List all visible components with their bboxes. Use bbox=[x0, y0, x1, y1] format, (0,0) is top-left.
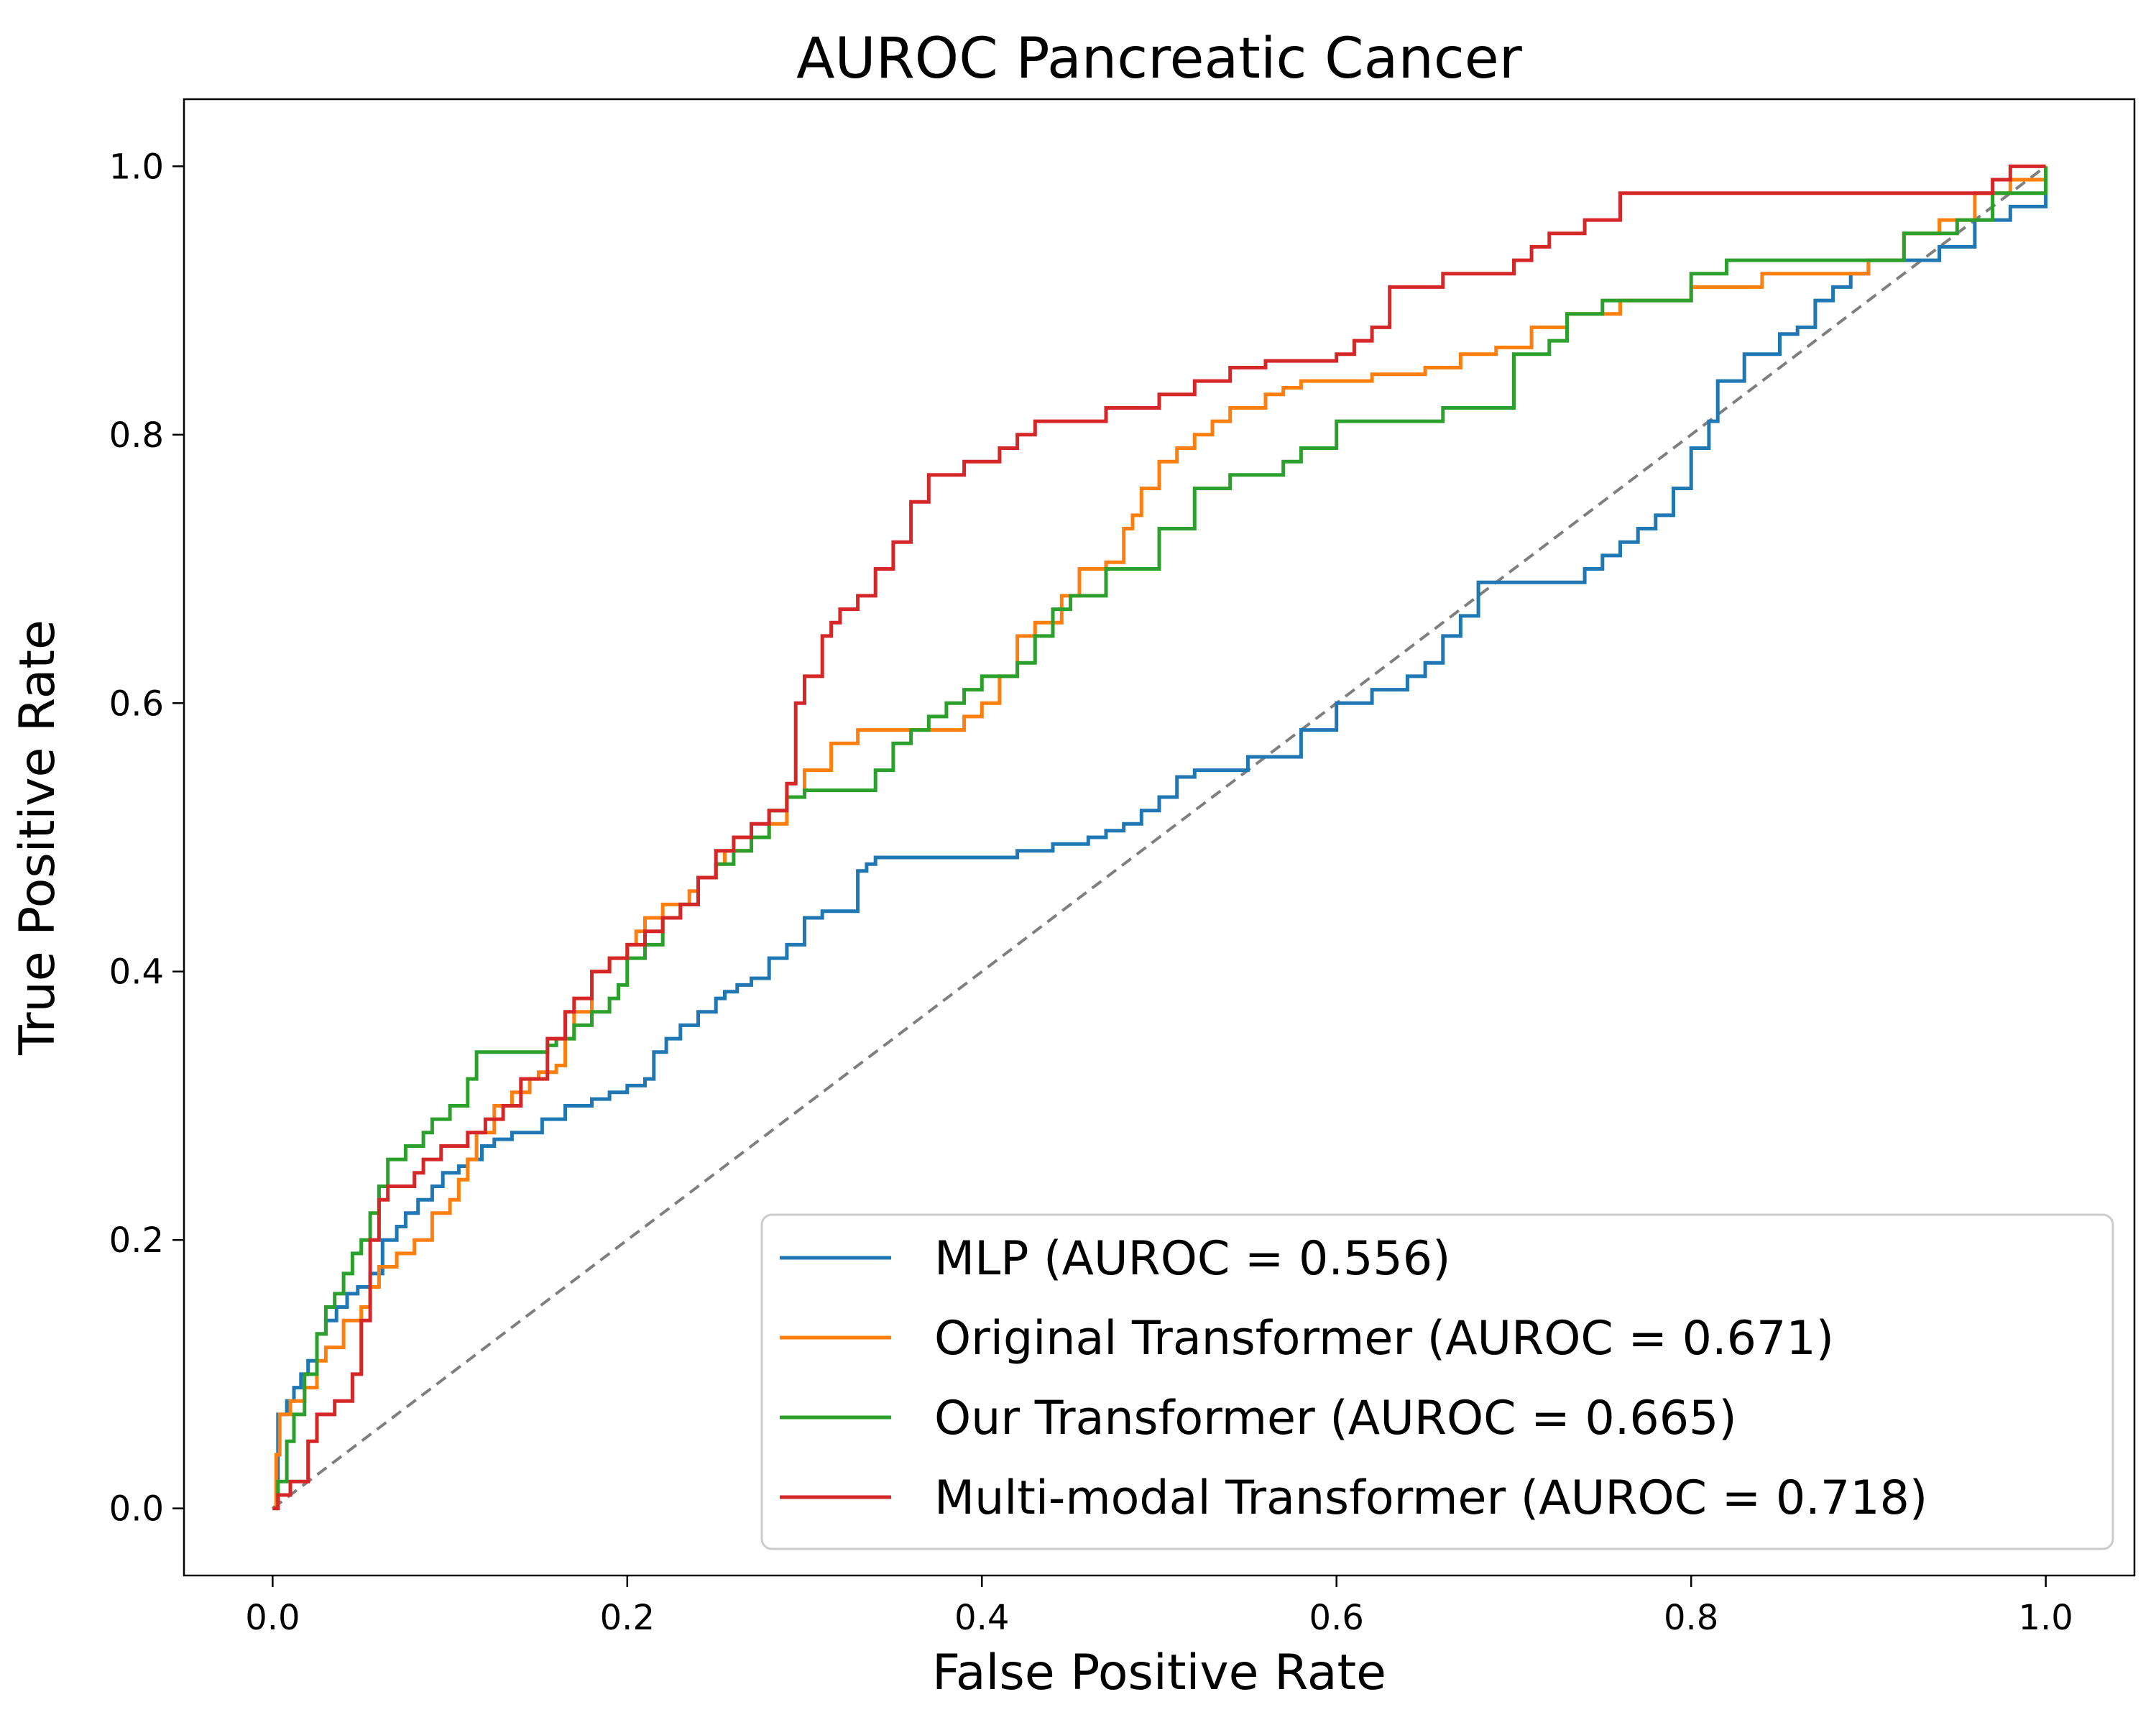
y-tick-label: 0.2 bbox=[109, 1220, 164, 1261]
legend-label: Original Transformer (AUROC = 0.671) bbox=[934, 1312, 1834, 1366]
legend: MLP (AUROC = 0.556) Original Transformer … bbox=[760, 1213, 2114, 1550]
chance-reference-line bbox=[272, 165, 2047, 1510]
series-line-original-transformer bbox=[272, 166, 2048, 1511]
y-tick-label: 0.4 bbox=[109, 952, 164, 993]
chart-title: AUROC Pancreatic Cancer bbox=[796, 27, 1523, 91]
y-axis-label: True Positive Rate bbox=[9, 620, 66, 1056]
y-tick-label: 0.0 bbox=[109, 1489, 164, 1530]
x-tick-label: 1.0 bbox=[2018, 1598, 2073, 1638]
x-tick-label: 0.4 bbox=[954, 1598, 1009, 1638]
plot-area bbox=[272, 164, 2048, 1511]
x-axis-label: False Positive Rate bbox=[932, 1644, 1386, 1701]
series-line-multi-modal-transformer bbox=[272, 164, 2046, 1511]
legend-box bbox=[760, 1213, 2114, 1550]
x-tick-label: 0.8 bbox=[1664, 1598, 1718, 1638]
y-tick-label: 1.0 bbox=[109, 147, 164, 187]
legend-label: Our Transformer (AUROC = 0.665) bbox=[934, 1392, 1737, 1445]
y-tick-label: 0.8 bbox=[109, 415, 164, 456]
x-tick-label: 0.0 bbox=[245, 1598, 300, 1638]
legend-label: Multi-modal Transformer (AUROC = 0.718) bbox=[934, 1471, 1927, 1525]
x-tick-label: 0.6 bbox=[1309, 1598, 1364, 1638]
y-tick-label: 0.6 bbox=[109, 684, 164, 724]
legend-items: MLP (AUROC = 0.556) Original Transformer … bbox=[780, 1232, 1927, 1525]
legend-label: MLP (AUROC = 0.556) bbox=[934, 1232, 1451, 1286]
plot-frame bbox=[183, 98, 2136, 1577]
series-line-mlp bbox=[272, 166, 2048, 1511]
axis-ticks: 0.0 0.2 0.4 0.6 0.8 1.0 0.0 0.2 0.4 0.6 0.8 1.0 bbox=[109, 147, 2073, 1638]
x-tick-label: 0.2 bbox=[600, 1598, 655, 1638]
